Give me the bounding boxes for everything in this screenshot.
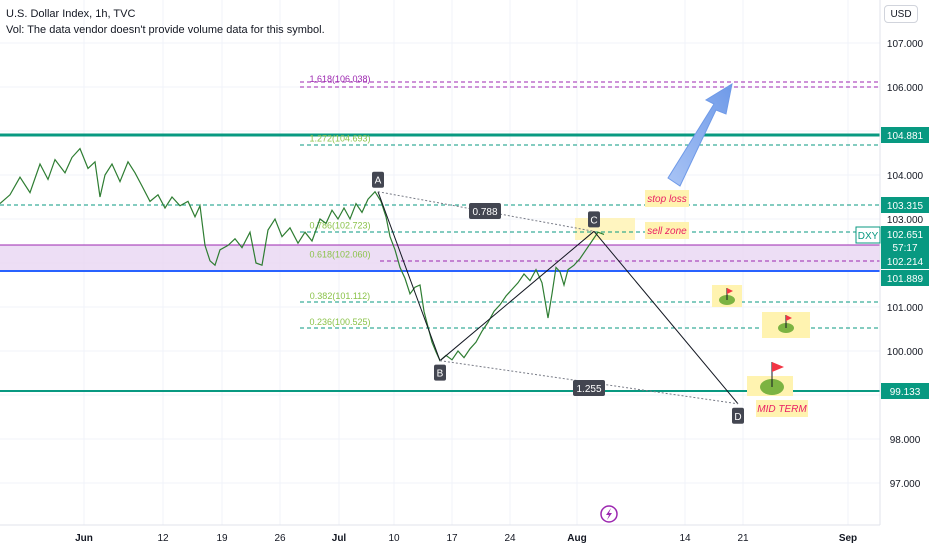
x-tick-label: 24 (504, 533, 516, 544)
ratio-badge (469, 203, 501, 219)
x-tick-label: Aug (567, 533, 586, 544)
y-tick-label: 104.000 (887, 171, 924, 182)
price-level-tag (881, 270, 929, 286)
fib-level-label: 0.618(102.060) (309, 249, 370, 259)
pattern-point-label: C (590, 215, 597, 226)
ratio-labels: 0.788 1.255 (469, 203, 605, 396)
sell-zone-box (645, 222, 689, 239)
price-level-tag (881, 383, 929, 399)
currency-button[interactable]: USD (884, 5, 918, 23)
leg-cd (593, 230, 739, 405)
mid-term-box (756, 400, 808, 417)
price-level-label: 102.214 (887, 257, 924, 268)
pattern-point-badge (434, 364, 446, 381)
x-tick-label: 17 (446, 533, 458, 544)
ratio-label: 0.788 (472, 207, 497, 218)
x-tick-label: 10 (388, 533, 400, 544)
x-tick-label: 14 (679, 533, 691, 544)
y-tick-label: 97.000 (890, 479, 921, 490)
price-level-label: 102.651 (887, 230, 924, 241)
point-labels: A B C D (372, 171, 744, 424)
pattern-point-badge (588, 211, 600, 228)
ratio-label: 1.255 (576, 384, 601, 395)
price-series-line (0, 147, 605, 362)
sell-zone-label: sell zone (647, 226, 687, 237)
x-tick-label: Jul (332, 533, 347, 544)
x-tick-label: 19 (216, 533, 228, 544)
flag-icon (712, 285, 742, 307)
price-level-label: 99.133 (890, 387, 921, 398)
fib-level-label: 1.272(104.693) (309, 134, 370, 144)
lightning-icon[interactable] (600, 505, 618, 523)
fib-level-label: 1.618(106.038) (309, 74, 370, 84)
y-tick-label: 98.000 (890, 435, 921, 446)
pattern-point-badge (372, 171, 384, 188)
fib-labels: 1.618(106.038) 1.272(104.693) 0.786(102.72… (309, 74, 370, 327)
pattern-point-badge (732, 407, 744, 424)
flag-icon (747, 362, 793, 396)
y-tick-label: 106.000 (887, 83, 924, 94)
fib-level-label: 0.382(101.112) (310, 291, 370, 301)
chart-title: U.S. Dollar Index, 1h, TVC (6, 8, 136, 20)
y-tick-labels: 107.000 106.000 104.000 103.000 101.000 100.0… (887, 39, 924, 490)
volume-note: Vol: The data vendor doesn't provide vol… (6, 24, 325, 36)
ratio-badge (573, 380, 605, 396)
symbol-tag (855, 226, 881, 244)
countdown-label: 57:17 (892, 243, 917, 254)
stop-loss-label: stop loss (647, 194, 686, 205)
fib-zone (0, 245, 880, 271)
x-tick-label: 12 (157, 533, 169, 544)
time-axis: Jun 12 19 26 Jul 10 17 24 Aug 14 21 Sep (0, 524, 932, 550)
fib-level-label: 0.786(102.723) (309, 220, 370, 230)
price-level-label: 104.881 (887, 131, 924, 142)
y-tick-label: 103.000 (887, 215, 924, 226)
price-level-tag (881, 226, 929, 242)
pattern-point-label: D (734, 412, 741, 423)
price-level-label: 103.315 (887, 201, 924, 212)
y-tick-label: 107.000 (887, 39, 924, 50)
x-tick-label: 21 (737, 533, 749, 544)
price-level-tag (881, 197, 929, 213)
price-level-tag (881, 253, 929, 269)
x-tick-label: 26 (274, 533, 286, 544)
price-axis: 107.000 106.000 104.000 103.000 101.000 100.0… (855, 0, 932, 550)
price-level-label: 101.889 (887, 274, 924, 285)
x-tick-labels: Jun 12 19 26 Jul 10 17 24 Aug 14 21 Sep (75, 533, 857, 544)
leg-bc (439, 230, 595, 362)
flag-icon (762, 312, 810, 338)
mid-term-label: MID TERM (757, 404, 807, 415)
price-level-tag (881, 127, 929, 143)
level-tags: 104.881 103.315 102.651 102.214 101.889 99.13… (855, 127, 929, 399)
x-tick-label: Jun (75, 533, 93, 544)
pattern-point-label: B (437, 369, 444, 380)
pattern-point-label: A (375, 176, 382, 187)
y-tick-label: 101.000 (887, 303, 924, 314)
y-tick-label: 100.000 (887, 347, 924, 358)
symbol-label: DXY (858, 231, 879, 242)
countdown-tag (881, 240, 929, 254)
target-arrow (667, 82, 733, 187)
fib-level-label: 0.236(100.525) (309, 317, 370, 327)
stop-loss-box (645, 190, 689, 207)
x-tick-label: Sep (839, 533, 857, 544)
leg-ab (377, 191, 441, 361)
